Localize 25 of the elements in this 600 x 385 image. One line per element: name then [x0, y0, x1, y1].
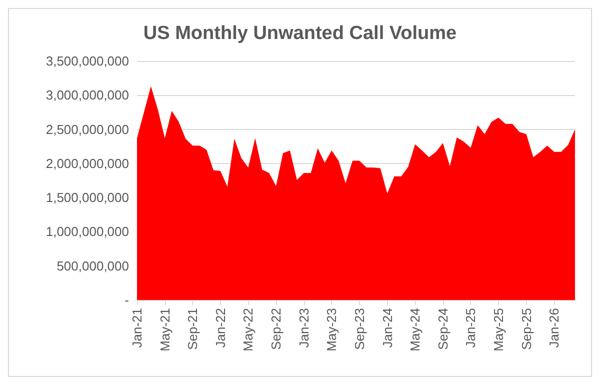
x-tick-label: Sep-21	[185, 308, 200, 350]
y-tick-label: 1,000,000,000	[46, 224, 129, 240]
x-tick-label: Sep-23	[352, 308, 367, 350]
y-tick-label: 2,000,000,000	[46, 156, 129, 171]
y-tick-label: 3,500,000,000	[46, 54, 129, 68]
x-tick-label: May-22	[240, 308, 256, 352]
x-tick-label: Jan-21	[130, 308, 144, 348]
chart-title: US Monthly Unwanted Call Volume	[143, 23, 457, 44]
x-tick-label: May-24	[408, 308, 423, 352]
x-tick-label: Sep-22	[268, 308, 284, 350]
x-tick-label: Jan-26	[546, 308, 562, 348]
x-tick-label: May-25	[491, 308, 506, 352]
x-tick-label: Sep-24	[435, 308, 450, 350]
y-tick-label: 3,000,000,000	[46, 88, 129, 103]
y-tick-label: 1,500,000,000	[46, 190, 129, 206]
x-tick-label: Jan-24	[380, 308, 395, 348]
x-tick-label: Jan-23	[296, 308, 312, 348]
x-tick-label: Sep-25	[518, 308, 534, 350]
y-tick-label: 500,000,000	[56, 258, 129, 274]
y-tick-label: -	[124, 292, 129, 308]
x-tick-label: Jan-22	[212, 308, 228, 348]
y-tick-label: 2,500,000,000	[46, 122, 129, 137]
x-tick-label: May-23	[324, 308, 340, 352]
x-tick-label: May-21	[157, 308, 172, 352]
x-tick-label: Jan-25	[463, 308, 478, 348]
